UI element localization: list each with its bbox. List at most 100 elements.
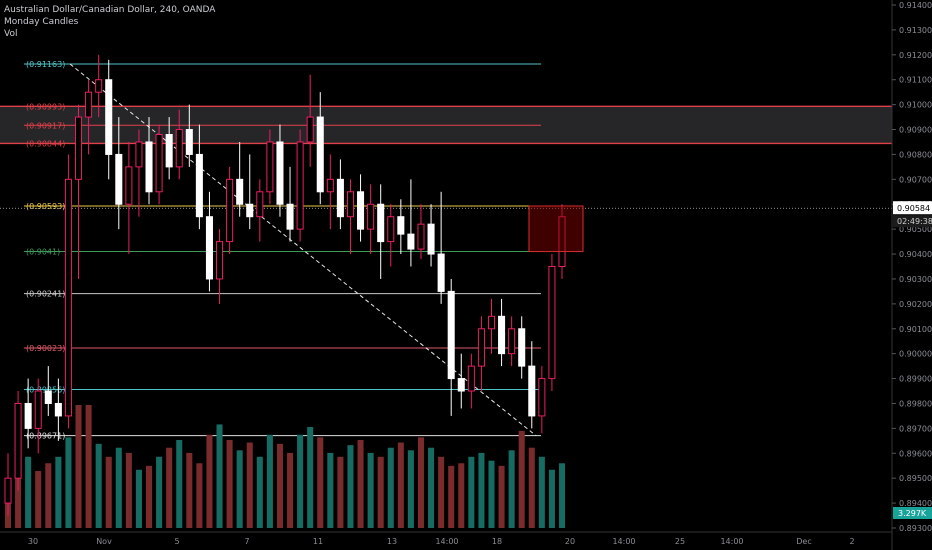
time-tick-label: 2 [849, 537, 854, 546]
candle-body [367, 203, 375, 230]
candle-body [14, 402, 22, 479]
candle-body [185, 129, 193, 155]
volume-bar [518, 430, 525, 528]
volume-bar [317, 437, 324, 528]
volume-bar [75, 405, 82, 528]
volume-bar [226, 439, 233, 528]
candle [14, 391, 22, 491]
candle-body [205, 216, 213, 280]
time-tick-label: 30 [28, 537, 38, 546]
volume-bar [156, 456, 163, 528]
candle [336, 159, 344, 230]
candle [498, 298, 506, 367]
candle-body [175, 129, 183, 168]
candle-body [4, 477, 12, 504]
volume-bar [246, 442, 253, 528]
volume-bar [478, 452, 485, 528]
candle [4, 453, 12, 516]
price-tick-label: 0.90400 [899, 250, 932, 259]
price-tick-label: 0.89800 [899, 399, 932, 408]
candle-body [346, 191, 354, 218]
candle [538, 366, 546, 434]
time-axis: 30 Nov 5 7 11 13 14:00 18 20 14:00 25 14:00 Dec 2 [0, 531, 892, 546]
price-tick-label: 0.91000 [899, 101, 932, 110]
level-label: (0.90993) [26, 102, 65, 111]
candle [185, 104, 193, 167]
candle-body [528, 365, 536, 417]
price-tick-label: 0.90700 [899, 175, 932, 184]
volume-bar [327, 452, 334, 528]
time-tick-label: 20 [565, 537, 575, 546]
price-tick-label: 0.89900 [899, 375, 932, 384]
candle-body [85, 91, 93, 118]
candle [518, 316, 526, 379]
price-tick-label: 0.90900 [899, 126, 932, 135]
level-label: (0.89856) [26, 386, 65, 395]
volume-bar [428, 447, 435, 528]
candle-body [276, 141, 284, 205]
candle [397, 199, 405, 255]
candle [216, 229, 224, 304]
level-label: (0.90844) [26, 139, 65, 148]
candle [367, 184, 375, 255]
candle-body [487, 315, 496, 330]
candle [306, 74, 314, 167]
fib-levels: (0.91163) (0.90993) (0.90917) (0.90844) (0.9… [0, 60, 892, 441]
volume-bar [25, 456, 32, 528]
volume-bar [166, 447, 173, 528]
price-tick-label: 0.91300 [899, 26, 932, 35]
volume-bar [45, 463, 52, 528]
level-label: (0.90023) [26, 344, 65, 353]
candle-body [115, 153, 123, 205]
volume-bar [206, 434, 213, 528]
candle [296, 129, 304, 242]
candle [205, 191, 213, 292]
candle [54, 378, 62, 441]
legend-vol: Vol [4, 29, 18, 39]
candle-body [165, 134, 173, 168]
level-label: (0.9041) [26, 248, 60, 257]
candle-body [54, 402, 62, 417]
volume-bar [558, 463, 566, 528]
candle-body [306, 116, 314, 143]
candle-body [316, 116, 324, 193]
candle-body [377, 203, 385, 243]
volume-bar [488, 460, 495, 528]
price-tick-label: 0.89500 [899, 474, 932, 483]
candle [346, 179, 354, 255]
candle [357, 174, 365, 242]
volume-bar [276, 443, 283, 528]
candle-body [467, 365, 475, 392]
candle [266, 129, 274, 205]
volume-bar [186, 452, 193, 528]
candle [286, 166, 294, 242]
candle-body [518, 328, 526, 367]
candle [236, 141, 244, 217]
candle [326, 154, 334, 230]
candle-body [246, 203, 254, 218]
countdown-label: 02:49:38 [897, 217, 932, 226]
volume-bar [135, 469, 142, 528]
candle [165, 117, 173, 180]
volume-bar [438, 456, 445, 528]
candle-body [226, 178, 234, 243]
level-label: (0.90241) [26, 290, 65, 299]
target-box-rect [528, 205, 584, 253]
candle-body [357, 191, 365, 230]
candle [34, 378, 42, 454]
volume-bar [35, 471, 42, 528]
price-tick-label: 0.90800 [899, 150, 932, 159]
candle [477, 316, 485, 392]
candle-body [437, 253, 445, 292]
volume-bar [125, 452, 132, 528]
volume-bar [407, 450, 414, 528]
price-tick-label: 0.90300 [899, 275, 932, 284]
candle-body [498, 315, 506, 355]
candle [276, 124, 284, 217]
volume-bar [337, 456, 344, 528]
price-tick-label: 0.90500 [899, 225, 932, 234]
candle [377, 184, 385, 279]
current-price-label: 0.90584 [897, 204, 930, 213]
candle-body [236, 178, 244, 205]
